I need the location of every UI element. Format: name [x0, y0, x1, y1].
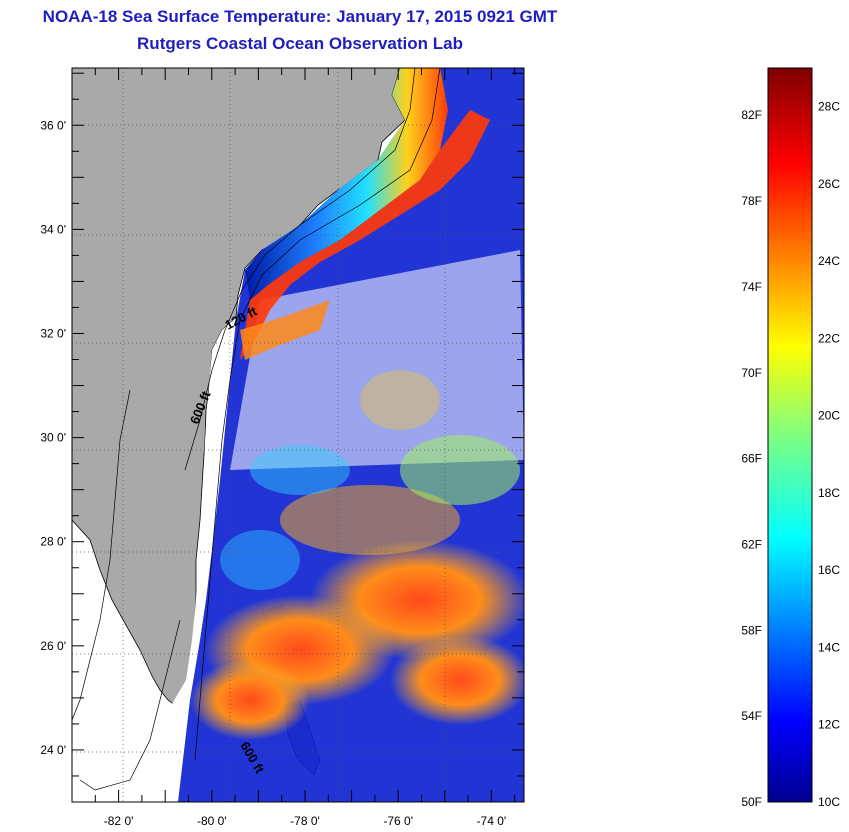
lat-label: 32 0' — [40, 326, 66, 340]
colorbar-c-label: 28C — [818, 100, 840, 114]
map-area: 120 ft 600 ft 600 ft — [72, 68, 524, 802]
colorbar-f-label: 62F — [741, 537, 762, 551]
colorbar-c-label: 12C — [818, 718, 840, 732]
lon-label: -82 0' — [104, 814, 134, 828]
shelf-nodata — [150, 318, 236, 802]
lon-label: -78 0' — [290, 814, 320, 828]
colorbar-c-label: 22C — [818, 331, 840, 345]
title-line-1: NOAA-18 Sea Surface Temperature: January… — [42, 7, 558, 26]
lat-label: 30 0' — [40, 431, 66, 445]
colorbar-f-label: 82F — [741, 108, 762, 122]
colorbar-c-label: 10C — [818, 795, 840, 809]
colorbar-f-label: 66F — [741, 452, 762, 466]
lat-label: 28 0' — [40, 535, 66, 549]
lon-label: -80 0' — [197, 814, 227, 828]
sst-swath — [178, 68, 524, 802]
colorbar — [767, 67, 813, 803]
graticule — [72, 68, 524, 802]
lat-label: 26 0' — [40, 639, 66, 653]
lat-label: 34 0' — [40, 222, 66, 236]
colorbar-f-label: 50F — [741, 795, 762, 809]
colorbar-celsius-labels: 28C 26C 24C 22C 20C 18C 16C 14C 12C 10C — [818, 100, 840, 809]
colorbar-c-label: 26C — [818, 177, 840, 191]
depth-contours — [72, 68, 441, 791]
colorbar-f-label: 70F — [741, 366, 762, 380]
colorbar-f-label: 54F — [741, 709, 762, 723]
colorbar-f-label: 58F — [741, 623, 762, 637]
longitude-labels: -82 0' -80 0' -78 0' -76 0' -74 0' — [104, 814, 506, 828]
lat-label: 24 0' — [40, 743, 66, 757]
colorbar-c-label: 16C — [818, 563, 840, 577]
map-ticks — [72, 68, 524, 802]
colorbar-c-label: 24C — [818, 254, 840, 268]
map-frame — [71, 67, 525, 803]
colorbar-f-label: 74F — [741, 280, 762, 294]
colorbar-c-label: 18C — [818, 486, 840, 500]
latitude-labels: 36 0' 34 0' 32 0' 30 0' 28 0' 26 0' 24 0' — [40, 118, 66, 757]
title-line-2: Rutgers Coastal Ocean Observation Lab — [137, 34, 463, 53]
lat-label: 36 0' — [40, 118, 66, 132]
lon-label: -74 0' — [477, 814, 507, 828]
lon-label: -76 0' — [383, 814, 413, 828]
colorbar-c-label: 20C — [818, 409, 840, 423]
colorbar-c-label: 14C — [818, 640, 840, 654]
colorbar-f-label: 78F — [741, 194, 762, 208]
colorbar-fahrenheit-labels: 82F 78F 74F 70F 66F 62F 58F 54F 50F — [741, 108, 762, 809]
